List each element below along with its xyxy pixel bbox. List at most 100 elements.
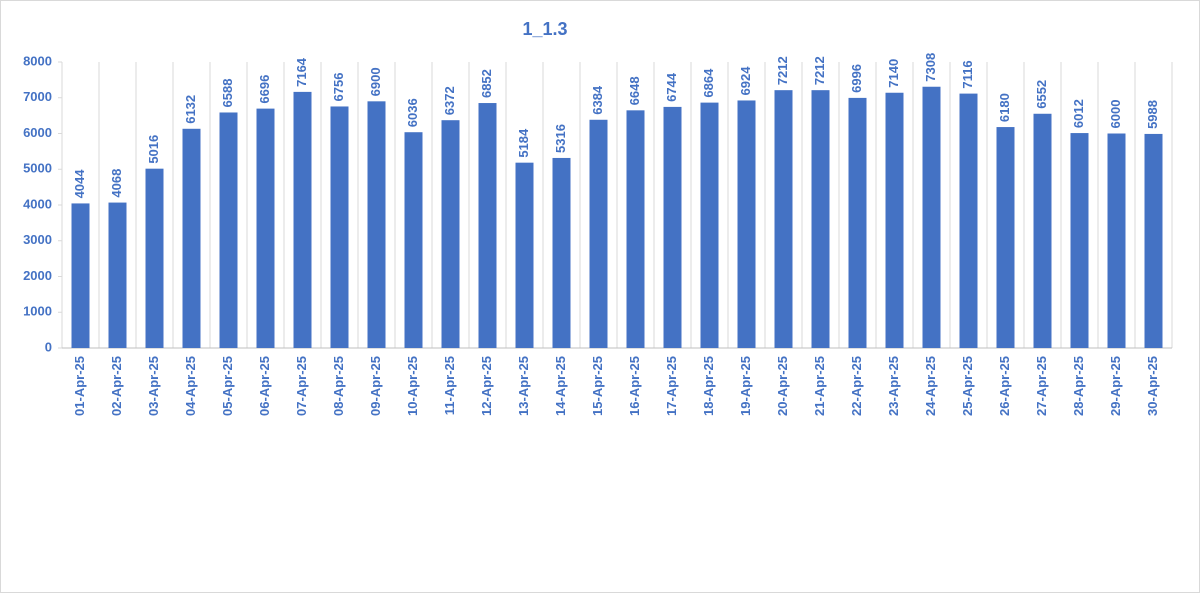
x-tick-label: 21-Apr-25 [812,356,827,416]
x-tick-label: 16-Apr-25 [627,356,642,416]
bar [330,106,349,349]
bar [922,86,941,348]
x-tick-label: 18-Apr-25 [701,356,716,416]
x-tick-label: 09-Apr-25 [368,356,383,416]
y-tick-label: 4000 [23,196,52,211]
x-tick-label: 01-Apr-25 [72,356,87,416]
bar [367,101,386,348]
x-tick-label: 14-Apr-25 [553,356,568,416]
x-tick-label: 11-Apr-25 [442,356,457,415]
data-label: 6372 [442,86,457,115]
bar [663,106,682,348]
bar [219,112,238,348]
data-label: 7140 [886,59,901,88]
x-tick-label: 30-Apr-25 [1145,356,1160,416]
data-label: 6648 [627,76,642,105]
data-label: 7308 [923,53,938,82]
x-tick-label: 05-Apr-25 [220,356,235,416]
data-label: 5184 [516,128,531,158]
data-label: 5988 [1145,100,1160,129]
x-tick-label: 24-Apr-25 [923,356,938,416]
data-label: 6588 [220,79,235,108]
data-label: 6996 [849,64,864,93]
x-tick-label: 13-Apr-25 [516,356,531,416]
bar [71,203,90,348]
data-label: 6012 [1071,99,1086,128]
bar [1033,113,1052,349]
data-label: 6036 [405,98,420,127]
bar [811,90,830,349]
y-tick-label: 6000 [23,125,52,140]
x-tick-label: 28-Apr-25 [1071,356,1086,416]
data-label: 5016 [146,135,161,164]
x-tick-label: 23-Apr-25 [886,356,901,416]
data-label: 6864 [701,68,716,98]
y-tick-label: 3000 [23,232,52,247]
bar [145,168,164,348]
data-label: 6180 [997,93,1012,122]
data-label: 6924 [738,66,753,96]
y-tick-label: 2000 [23,268,52,283]
x-tick-label: 02-Apr-25 [109,356,124,416]
bar [1070,133,1089,348]
bar [256,108,275,348]
data-label: 7164 [294,57,309,87]
bar [293,91,312,349]
bar [848,97,867,348]
x-tick-label: 15-Apr-25 [590,356,605,416]
data-label: 7212 [812,56,827,85]
x-tick-label: 10-Apr-25 [405,356,420,416]
y-tick-label: 7000 [23,89,52,104]
x-tick-label: 06-Apr-25 [257,356,272,416]
x-tick-label: 25-Apr-25 [960,356,975,416]
data-label: 7212 [775,56,790,85]
data-label: 7116 [960,60,975,88]
x-tick-label: 27-Apr-25 [1034,356,1049,416]
bar [404,132,423,348]
x-tick-label: 26-Apr-25 [997,356,1012,416]
data-label: 6900 [368,67,383,96]
x-tick-label: 20-Apr-25 [775,356,790,416]
bar [552,157,571,348]
data-label: 4068 [109,169,124,198]
bar [108,202,127,348]
y-tick-label: 5000 [23,161,52,176]
x-tick-label: 17-Apr-25 [664,356,679,416]
x-tick-label: 03-Apr-25 [146,356,161,416]
data-label: 6552 [1034,80,1049,109]
bar [996,127,1015,348]
bar [1107,133,1126,348]
bar [1144,133,1163,348]
x-tick-label: 29-Apr-25 [1108,356,1123,416]
data-label: 6696 [257,75,272,104]
x-tick-label: 12-Apr-25 [479,356,494,416]
bar [737,100,756,348]
data-label: 4044 [72,169,87,199]
bar [182,128,201,348]
bar [589,119,608,348]
x-tick-label: 07-Apr-25 [294,356,309,416]
data-label: 6384 [590,85,605,115]
bar [959,93,978,348]
x-tick-label: 08-Apr-25 [331,356,346,416]
x-tick-label: 04-Apr-25 [183,356,198,416]
y-tick-label: 8000 [23,53,52,68]
x-tick-label: 19-Apr-25 [738,356,753,416]
data-label: 6132 [183,95,198,124]
data-label: 6756 [331,73,346,102]
data-label: 6852 [479,69,494,98]
x-tick-label: 22-Apr-25 [849,356,864,416]
bar [700,102,719,348]
bar [441,120,460,349]
bar [515,162,534,348]
chart-title: 1_1.3 [522,19,567,39]
y-tick-label: 0 [45,339,52,354]
y-tick-label: 1000 [23,304,52,319]
data-label: 6000 [1108,100,1123,129]
bar [885,92,904,349]
bar [774,90,793,349]
data-label: 6744 [664,72,679,102]
data-label: 5316 [553,124,568,153]
bar [478,103,497,348]
